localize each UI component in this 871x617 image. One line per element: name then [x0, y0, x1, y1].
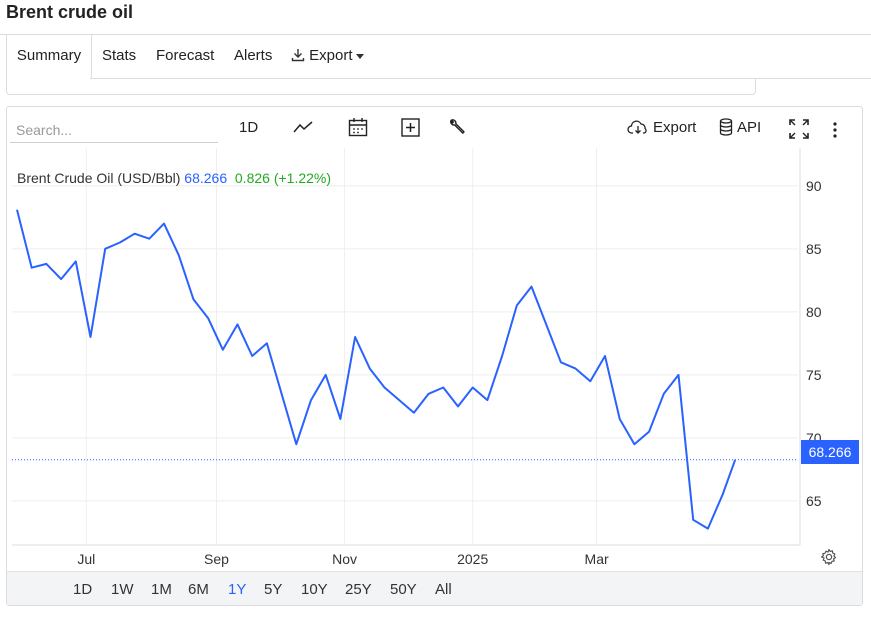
- range-25y[interactable]: 25Y: [345, 581, 372, 598]
- legend-series-name: Brent Crude Oil (USD/Bbl): [17, 170, 181, 186]
- header-divider: [0, 34, 871, 35]
- range-6m[interactable]: 6M: [188, 581, 209, 598]
- add-indicator-icon[interactable]: [401, 115, 420, 139]
- tab-export[interactable]: Export: [291, 35, 364, 78]
- last-price-tag: 68.266: [801, 440, 859, 464]
- range-selector: 1D 1W 1M 6M 1Y 5Y 10Y 25Y 50Y All: [7, 571, 862, 605]
- range-1m[interactable]: 1M: [151, 581, 172, 598]
- legend-change: 0.826 (+1.22%): [234, 170, 332, 186]
- export-label: Export: [653, 118, 697, 136]
- download-icon: [291, 37, 305, 79]
- legend-price: 68.266: [184, 170, 228, 186]
- interval-button[interactable]: 1D: [239, 118, 259, 136]
- api-label: API: [737, 118, 762, 136]
- tab-forecast[interactable]: Forecast: [156, 47, 215, 64]
- gear-icon[interactable]: [820, 548, 838, 571]
- range-1w[interactable]: 1W: [111, 581, 134, 598]
- chevron-down-icon: [355, 53, 364, 59]
- database-icon: [719, 118, 733, 136]
- range-1d[interactable]: 1D: [73, 581, 93, 598]
- more-icon[interactable]: [832, 118, 838, 142]
- range-1y[interactable]: 1Y: [228, 581, 247, 598]
- cloud-download-icon: [627, 119, 649, 135]
- range-all[interactable]: All: [435, 581, 452, 598]
- tabs-divider: [90, 78, 871, 79]
- tab-export-label: Export: [309, 47, 353, 64]
- range-5y[interactable]: 5Y: [264, 581, 283, 598]
- api-button[interactable]: API: [719, 115, 761, 139]
- search-input[interactable]: [10, 117, 218, 143]
- tab-alerts[interactable]: Alerts: [234, 47, 273, 64]
- tab-summary[interactable]: Summary: [6, 35, 92, 79]
- range-50y[interactable]: 50Y: [390, 581, 417, 598]
- range-10y[interactable]: 10Y: [301, 581, 328, 598]
- wrench-icon[interactable]: [448, 115, 466, 139]
- line-chart-icon[interactable]: [293, 115, 313, 139]
- fullscreen-icon[interactable]: [789, 117, 809, 141]
- summary-panel-edge: [6, 78, 756, 95]
- page-title: Brent crude oil: [6, 2, 134, 22]
- export-button[interactable]: Export: [627, 115, 696, 139]
- chart-legend: Brent Crude Oil (USD/Bbl) 68.266 0.826 (…: [17, 170, 331, 186]
- tab-stats[interactable]: Stats: [102, 47, 137, 64]
- calendar-icon[interactable]: [348, 115, 368, 139]
